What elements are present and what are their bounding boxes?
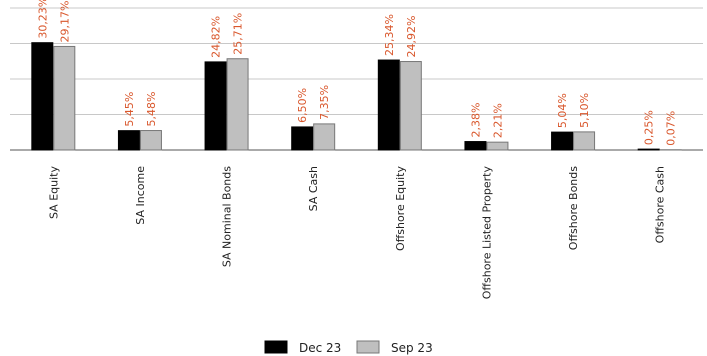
category-label: Offshore Cash: [654, 166, 667, 243]
category-label: Offshore Listed Property: [480, 166, 493, 300]
data-label: 29,17%: [58, 0, 71, 42]
bar-sep-23: [226, 58, 249, 151]
bar-dec-23: [291, 126, 314, 151]
legend: Dec 23 Sep 23: [264, 340, 433, 355]
category-label: SA Nominal Bonds: [221, 166, 234, 267]
bar-dec-23: [117, 130, 140, 151]
data-label: 30,23%: [36, 0, 49, 39]
legend-label: Sep 23: [391, 341, 433, 355]
bar-sep-23: [53, 45, 76, 151]
bar-dec-23: [464, 141, 487, 151]
legend-label: Dec 23: [299, 341, 341, 355]
bar-dec-23: [637, 148, 660, 151]
data-label: 0,07%: [665, 111, 678, 146]
data-label: 5,45%: [123, 92, 136, 127]
grid-lines: [10, 7, 703, 151]
bar-sep-23: [139, 130, 162, 151]
category-labels: SA Equity SA Income SA Nominal Bonds SA Cas…: [47, 166, 666, 300]
data-label: 2,38%: [469, 103, 482, 138]
legend-swatch-sep-23: [356, 340, 380, 354]
data-label: 25,71%: [232, 13, 245, 55]
category-label: SA Cash: [307, 166, 320, 211]
bar-sep-23: [486, 141, 509, 151]
data-label: 5,04%: [556, 93, 569, 128]
bar-sep-23: [399, 61, 422, 151]
bar-sep-23: [313, 123, 336, 151]
bar-dec-23: [551, 131, 574, 151]
data-label: 25,34%: [383, 14, 396, 56]
data-label: 2,21%: [491, 103, 504, 138]
category-label: Offshore Equity: [394, 166, 407, 251]
category-label: SA Income: [134, 166, 147, 225]
bar-dec-23: [377, 59, 400, 151]
category-label: SA Equity: [47, 166, 60, 219]
bar-dec-23: [31, 42, 54, 151]
bars: [31, 42, 682, 151]
category-label: Offshore Bonds: [567, 166, 580, 250]
data-label: 6,50%: [296, 88, 309, 123]
data-label: 0,25%: [643, 110, 656, 145]
bar-sep-23: [573, 131, 596, 151]
data-labels: 30,23% 29,17% 5,45% 5,48% 24,82% 25,71% 6,50% 7…: [36, 0, 677, 146]
bar-dec-23: [204, 61, 227, 151]
data-label: 24,92%: [405, 16, 418, 58]
data-label: 7,35%: [318, 85, 331, 120]
data-label: 5,10%: [578, 93, 591, 128]
data-label: 5,48%: [145, 92, 158, 127]
legend-swatch-dec-23: [264, 340, 288, 354]
data-label: 24,82%: [210, 16, 223, 58]
